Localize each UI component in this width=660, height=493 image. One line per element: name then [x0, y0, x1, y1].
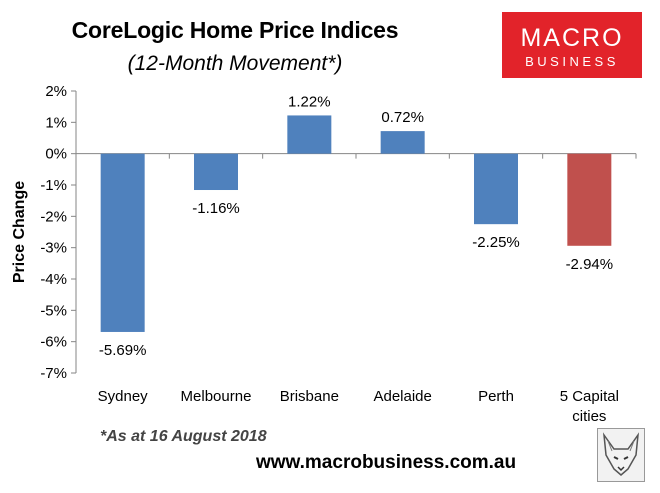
- y-tick-label: -5%: [40, 302, 67, 319]
- category-label: Adelaide: [373, 388, 431, 405]
- category-label: Perth: [478, 388, 514, 405]
- logo-line-2: BUSINESS: [525, 54, 619, 69]
- data-label: -2.94%: [566, 256, 614, 273]
- footnote: *As at 16 August 2018: [100, 428, 267, 445]
- y-tick-label: 1%: [45, 114, 67, 131]
- logo-line-1: MACRO: [520, 24, 624, 52]
- y-axis-title: Price Change: [11, 181, 28, 283]
- y-tick-label: 2%: [45, 83, 67, 100]
- bar-sydney: [100, 153, 145, 332]
- chart-subtitle: (12-Month Movement*): [127, 52, 343, 75]
- data-label: -1.16%: [192, 200, 240, 217]
- category-label: Sydney: [98, 388, 149, 405]
- category-label: cities: [572, 408, 606, 425]
- bar-perth: [474, 153, 518, 225]
- bar-melbourne: [194, 153, 238, 191]
- category-label: Melbourne: [181, 388, 252, 405]
- data-label: -5.69%: [99, 342, 147, 359]
- fox-sketch-icon: [597, 428, 645, 482]
- website-url: www.macrobusiness.com.au: [256, 452, 517, 473]
- y-tick-label: -3%: [40, 240, 67, 257]
- bar-adelaide: [380, 131, 425, 154]
- data-label: -2.25%: [472, 234, 520, 251]
- bar-chart: 2% 1% 0% -1% -2% -3% -4% -5% -6% -7% Price Change -…: [11, 83, 637, 425]
- y-tick-label: -4%: [40, 271, 67, 288]
- bar-brisbane: [287, 115, 332, 154]
- y-tick-label: -6%: [40, 334, 67, 351]
- y-tick-label: -7%: [40, 365, 67, 382]
- y-tick-label: -1%: [40, 177, 67, 194]
- category-label: 5 Capital: [560, 388, 619, 405]
- data-label: 0.72%: [381, 109, 424, 126]
- bar-5-capital-cities: [567, 153, 612, 246]
- chart-title: CoreLogic Home Price Indices: [71, 17, 399, 43]
- macrobusiness-logo: MACRO BUSINESS: [502, 12, 642, 78]
- y-tick-label: 0%: [45, 146, 67, 163]
- y-tick-label: -2%: [40, 208, 67, 225]
- category-label: Brisbane: [280, 388, 339, 405]
- data-label: 1.22%: [288, 93, 331, 110]
